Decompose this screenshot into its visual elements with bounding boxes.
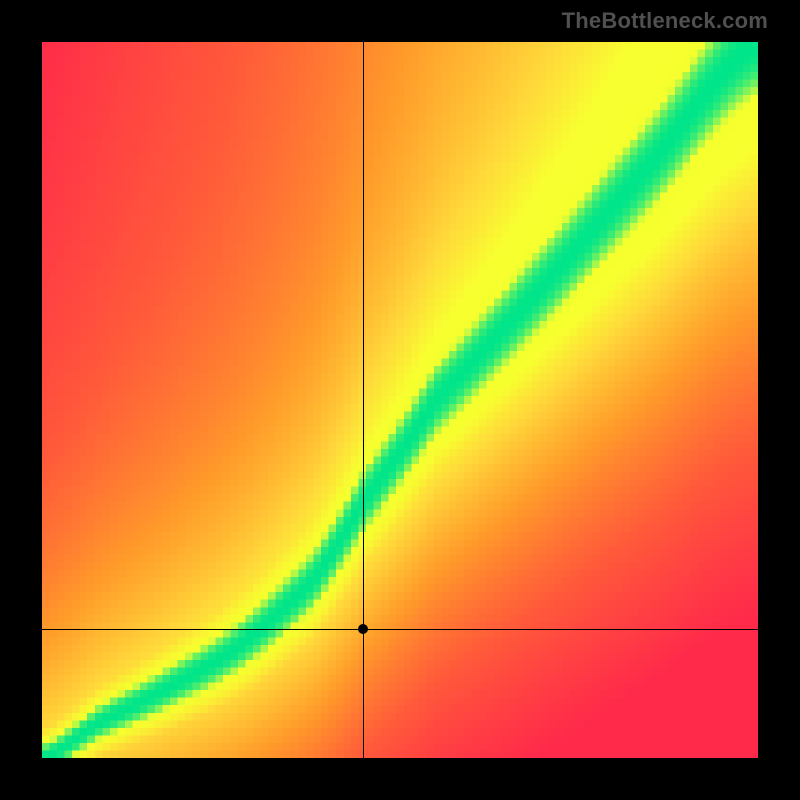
plot-area: [42, 42, 758, 758]
watermark-text: TheBottleneck.com: [562, 8, 768, 34]
crosshair-marker: [358, 624, 368, 634]
heatmap-canvas: [42, 42, 758, 758]
crosshair-vertical: [363, 42, 364, 758]
crosshair-horizontal: [42, 629, 758, 630]
chart-outer-frame: TheBottleneck.com: [0, 0, 800, 800]
